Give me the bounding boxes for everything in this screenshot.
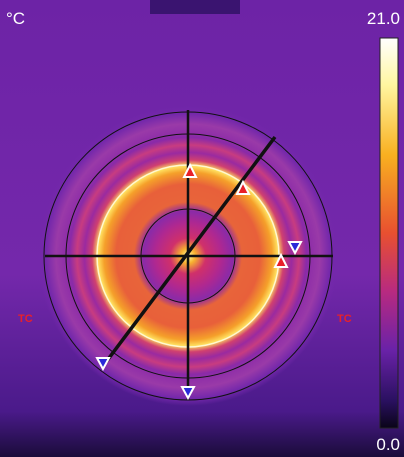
scale-max-label: 21.0 xyxy=(367,9,400,28)
scale-min-label: 0.0 xyxy=(376,435,400,454)
thermal-view: TC TC °C 21.0 0.0 xyxy=(0,0,404,457)
top-shade xyxy=(150,0,240,14)
color-scale-bar xyxy=(380,38,398,428)
unit-label: °C xyxy=(6,9,25,28)
tc-label: TC xyxy=(18,313,33,325)
tc-label: TC xyxy=(337,313,352,325)
page: TC TC °C 21.0 0.0 (() => { const data = … xyxy=(0,0,404,457)
